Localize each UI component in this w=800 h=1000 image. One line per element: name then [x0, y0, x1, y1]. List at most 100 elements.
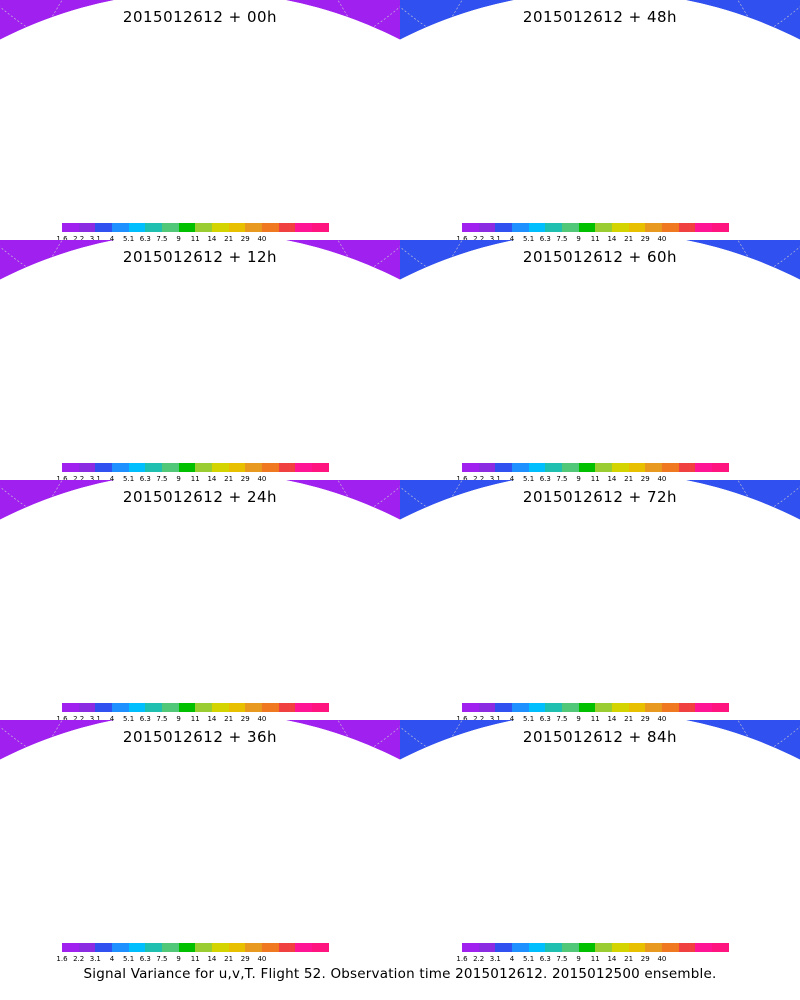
- parallel-line: [0, 242, 400, 321]
- colorbar-segment: [678, 463, 696, 472]
- colorbar-segment: [528, 223, 546, 232]
- colorbar-segment: [578, 943, 596, 952]
- colorbar-segment: [661, 463, 679, 472]
- colorbar-tick-label: 3.1: [489, 715, 501, 723]
- parallel-line: [0, 722, 400, 801]
- colorbar-segment: [62, 223, 79, 232]
- colorbar-segment: [161, 703, 179, 712]
- variance-contour: [510, 82, 690, 101]
- colorbar-tick-label: 29: [240, 475, 250, 483]
- colorbar-tick-label: 3.1: [89, 475, 101, 483]
- variance-contour: [228, 860, 252, 880]
- colorbar-tick-label: 14: [207, 715, 217, 723]
- colorbar-segment: [278, 943, 296, 952]
- colorbar-tick-label: 7.5: [556, 955, 568, 963]
- variance-contour: [100, 44, 180, 76]
- meridian-line: [120, 750, 153, 821]
- colorbar: [462, 703, 729, 712]
- colorbar-segment: [195, 943, 212, 952]
- colorbar-segment: [145, 223, 162, 232]
- colorbar-tick-label: 40: [657, 475, 667, 483]
- colorbar-tick-label: 14: [207, 235, 217, 243]
- parallel-line: [0, 790, 400, 821]
- forecast-panel: 2015012612 + 36h 1.6 2.2 3.1 4 5.1 6.3 7.5 9 11 14…: [0, 720, 400, 970]
- parallel-line: [400, 36, 800, 101]
- colorbar-tick-label: 3.1: [89, 715, 101, 723]
- forecast-panel: 2015012612 + 72h 1.6 2.2 3.1 4 5.1 6.3 7.5 9 11 14…: [400, 480, 800, 730]
- forecast-panel: 2015012612 + 12h 1.6 2.2 3.1 4 5.1 6.3 7.5 9 11 14…: [0, 240, 400, 490]
- colorbar-segment: [62, 463, 79, 472]
- variance-contour: [535, 825, 565, 855]
- colorbar-tick-label: 40: [257, 475, 267, 483]
- variance-contour: [520, 812, 680, 821]
- meridian-line: [647, 30, 680, 101]
- colorbar-tick-label: 6.3: [139, 235, 151, 243]
- figure-caption: Signal Variance for u,v,T. Flight 52. Ob…: [83, 966, 717, 982]
- meridian-line: [120, 30, 153, 101]
- colorbar-segment: [295, 703, 312, 712]
- colorbar-segment: [462, 463, 479, 472]
- colorbar-segment: [678, 223, 696, 232]
- variance-contour: [201, 114, 229, 166]
- colorbar-tick-label: 29: [640, 955, 650, 963]
- variance-map: [400, 0, 800, 101]
- colorbar-tick-label: 21: [624, 475, 634, 483]
- colorbar-tick-label: 5.1: [123, 715, 135, 723]
- colorbar-segment: [495, 223, 512, 232]
- colorbar-tick-label: 3.1: [89, 235, 101, 243]
- variance-contour: [265, 42, 335, 78]
- variance-contour: [120, 572, 140, 581]
- variance-map: [400, 720, 800, 855]
- colorbar-segment: [478, 943, 496, 952]
- colorbar-tick-label: 2.2: [73, 955, 85, 963]
- colorbar-segment: [628, 463, 646, 472]
- colorbar-segment: [645, 463, 662, 472]
- colorbar-segment: [161, 943, 179, 952]
- colorbar-tick-label: 9: [176, 955, 181, 963]
- variance-contour: [120, 812, 140, 821]
- colorbar-tick-label: 14: [207, 955, 217, 963]
- colorbar-segment: [595, 463, 612, 472]
- colorbar-segment: [161, 223, 179, 232]
- colorbar-segment: [228, 703, 246, 712]
- colorbar-segment: [711, 223, 729, 232]
- panel-title: 2015012612 + 72h: [522, 488, 678, 506]
- variance-contour: [197, 402, 233, 418]
- colorbar-labels: 1.6 2.2 3.1 4 5.1 6.3 7.5 9 11 14 21 29 40: [456, 475, 762, 485]
- colorbar-segment: [128, 943, 146, 952]
- colorbar-tick-label: 4: [509, 955, 515, 963]
- parallel-line: [400, 756, 800, 821]
- colorbar-segment: [261, 943, 279, 952]
- colorbar-segment: [311, 463, 329, 472]
- variance-map: [0, 720, 400, 880]
- colorbar-segment: [511, 943, 529, 952]
- variance-contour: [35, 91, 125, 101]
- colorbar-tick-label: 2.2: [473, 475, 485, 483]
- colorbar-segment: [545, 223, 562, 232]
- colorbar-tick-label: 29: [640, 235, 650, 243]
- colorbar-tick-label: 2.2: [73, 715, 85, 723]
- variance-contour: [40, 805, 80, 821]
- colorbar-tick-label: 5.1: [523, 715, 535, 723]
- variance-map: [400, 480, 800, 581]
- colorbar-tick-label: 29: [240, 235, 250, 243]
- colorbar-segment: [478, 703, 496, 712]
- colorbar-tick-label: 2.2: [473, 715, 485, 723]
- colorbar-segment: [228, 943, 246, 952]
- parallel-line: [400, 2, 800, 81]
- colorbar-tick-label: 3.1: [489, 955, 501, 963]
- colorbar-tick-label: 1.6: [456, 715, 468, 723]
- colorbar-segment: [561, 943, 579, 952]
- colorbar-tick-label: 5.1: [123, 475, 135, 483]
- panel-title: 2015012612 + 24h: [122, 488, 278, 506]
- colorbar-segment: [245, 223, 262, 232]
- colorbar-tick-label: 11: [190, 235, 200, 243]
- colorbar-segment: [695, 703, 712, 712]
- colorbar-segment: [145, 703, 162, 712]
- colorbar-segment: [261, 463, 279, 472]
- parallel-line: [0, 516, 400, 581]
- colorbar-segment: [711, 943, 729, 952]
- colorbar-segment: [611, 943, 629, 952]
- colorbar-tick-label: 3.1: [89, 955, 101, 963]
- parallel-line: [0, 276, 400, 341]
